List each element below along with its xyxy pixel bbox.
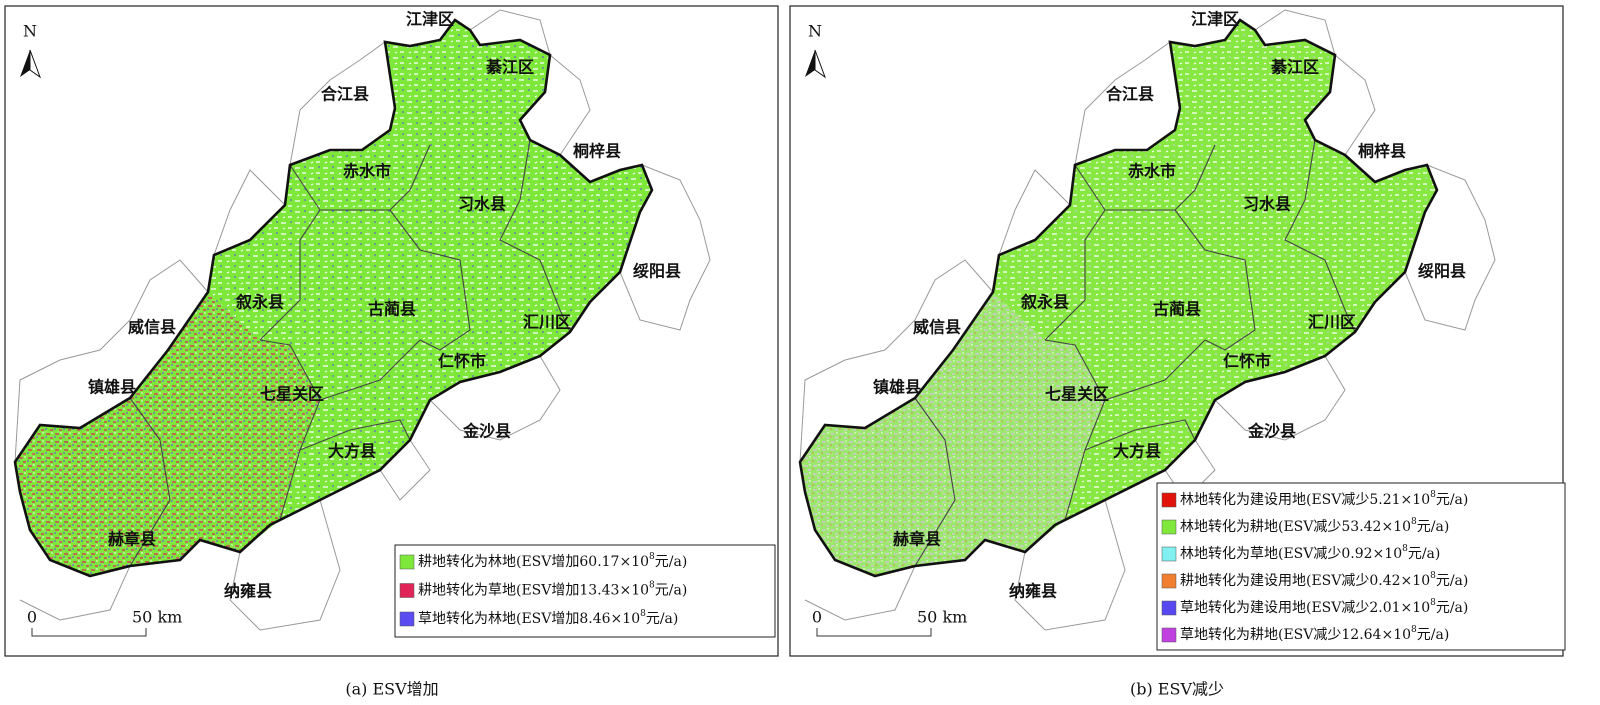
scale-label: 50 km xyxy=(917,608,967,627)
place-label: 合江县 xyxy=(321,85,369,104)
scale-zero: 0 xyxy=(812,608,822,627)
legend-swatch xyxy=(1161,519,1177,535)
legend-text: 草地转化为耕地(ESV减少12.64×108元/a) xyxy=(1180,625,1449,644)
legend-unit: 元/a) xyxy=(655,583,688,599)
place-label: 古蔺县 xyxy=(368,300,416,319)
north-label: N xyxy=(808,22,822,41)
place-label: 习水县 xyxy=(458,195,506,214)
place-label: 江津区 xyxy=(1191,10,1239,29)
place-label: 大方县 xyxy=(328,442,376,461)
scale-label: 50 km xyxy=(132,608,182,627)
legend-exponent: 8 xyxy=(1430,490,1436,500)
legend-box xyxy=(394,544,776,638)
place-label: 纳雍县 xyxy=(1009,582,1057,601)
legend-label: 林地转化为耕地(ESV减少53.42×10 xyxy=(1180,518,1411,535)
legend-swatch xyxy=(1161,573,1177,589)
legend-exponent: 8 xyxy=(1411,625,1417,635)
place-label: 七星关区 xyxy=(260,385,324,404)
legend-exponent: 8 xyxy=(649,580,655,590)
legend-label: 草地转化为耕地(ESV减少12.64×10 xyxy=(1180,626,1411,643)
place-label: 绥阳县 xyxy=(1418,262,1466,281)
place-label: 桐梓县 xyxy=(573,142,621,161)
place-label: 叙永县 xyxy=(1021,293,1069,312)
legend-unit: 元/a) xyxy=(655,554,688,570)
legend-unit: 元/a) xyxy=(1417,627,1450,643)
place-label: 仁怀市 xyxy=(1223,352,1271,371)
legend-swatch xyxy=(399,554,415,570)
legend-exponent: 8 xyxy=(649,552,655,562)
place-label: 叙永县 xyxy=(236,293,284,312)
legend-text: 草地转化为林地(ESV增加8.46×108元/a) xyxy=(418,609,678,628)
scale-bar xyxy=(31,628,147,637)
panel-caption: (a) ESV增加 xyxy=(345,680,438,699)
panel-caption: (b) ESV减少 xyxy=(1130,680,1224,699)
legend-exponent: 8 xyxy=(1430,598,1436,608)
legend-label: 草地转化为建设用地(ESV减少2.01×10 xyxy=(1180,600,1430,616)
place-label: 合江县 xyxy=(1106,85,1154,104)
place-label: 七星关区 xyxy=(1045,385,1109,404)
place-label: 威信县 xyxy=(913,318,961,337)
legend-text: 耕地转化为林地(ESV增加60.17×108元/a) xyxy=(418,552,687,571)
legend-swatch xyxy=(1161,546,1177,562)
place-label: 赤水市 xyxy=(343,162,391,181)
legend-exponent: 8 xyxy=(640,609,646,619)
legend-unit: 元/a) xyxy=(1436,573,1469,589)
place-label: 习水县 xyxy=(1243,195,1291,214)
legend-text: 耕地转化为草地(ESV增加13.43×108元/a) xyxy=(418,580,687,599)
legend-label: 草地转化为林地(ESV增加8.46×10 xyxy=(418,611,640,627)
place-label: 赫章县 xyxy=(108,530,156,549)
place-label: 仁怀市 xyxy=(438,352,486,371)
legend-swatch xyxy=(1161,600,1177,616)
place-label: 汇川区 xyxy=(523,313,571,332)
place-label: 绥阳县 xyxy=(633,262,681,281)
legend-swatch xyxy=(1161,627,1177,643)
legend-text: 耕地转化为建设用地(ESV减少0.42×108元/a) xyxy=(1180,571,1468,590)
legend-text: 林地转化为建设用地(ESV减少5.21×108元/a) xyxy=(1180,490,1468,509)
place-label: 赫章县 xyxy=(893,530,941,549)
place-label: 古蔺县 xyxy=(1153,300,1201,319)
legend-box xyxy=(1156,482,1566,651)
place-label: 汇川区 xyxy=(1308,313,1356,332)
legend-unit: 元/a) xyxy=(1408,546,1441,562)
legend-exponent: 8 xyxy=(1411,517,1417,527)
legend-exponent: 8 xyxy=(1430,571,1436,581)
place-label: 威信县 xyxy=(128,318,176,337)
legend-unit: 元/a) xyxy=(1436,600,1469,616)
legend-unit: 元/a) xyxy=(1436,492,1469,508)
place-label: 赤水市 xyxy=(1128,162,1176,181)
place-label: 镇雄县 xyxy=(88,378,136,397)
legend-unit: 元/a) xyxy=(646,611,679,627)
scale-bar xyxy=(816,628,932,637)
legend-label: 耕地转化为建设用地(ESV减少0.42×10 xyxy=(1180,572,1430,589)
legend-text: 林地转化为草地(ESV减少0.92×108元/a) xyxy=(1180,544,1440,563)
legend-label: 林地转化为建设用地(ESV减少5.21×10 xyxy=(1180,492,1430,508)
scale-zero: 0 xyxy=(27,608,37,627)
place-label: 江津区 xyxy=(406,10,454,29)
legend-swatch xyxy=(399,583,415,598)
legend-label: 耕地转化为林地(ESV增加60.17×10 xyxy=(418,553,649,570)
legend-label: 林地转化为草地(ESV减少0.92×10 xyxy=(1180,546,1402,562)
legend-exponent: 8 xyxy=(1402,544,1408,554)
legend-text: 草地转化为建设用地(ESV减少2.01×108元/a) xyxy=(1180,598,1468,617)
place-label: 桐梓县 xyxy=(1358,142,1406,161)
legend-swatch xyxy=(399,611,415,627)
place-label: 镇雄县 xyxy=(873,378,921,397)
legend-unit: 元/a) xyxy=(1417,519,1450,535)
place-label: 金沙县 xyxy=(462,422,511,441)
place-label: 綦江区 xyxy=(1270,58,1319,77)
legend-label: 耕地转化为草地(ESV增加13.43×10 xyxy=(418,582,649,599)
legend-text: 林地转化为耕地(ESV减少53.42×108元/a) xyxy=(1180,517,1449,536)
legend-swatch xyxy=(1161,492,1177,508)
place-label: 金沙县 xyxy=(1247,422,1296,441)
place-label: 綦江区 xyxy=(485,58,534,77)
place-label: 大方县 xyxy=(1113,442,1161,461)
place-label: 纳雍县 xyxy=(224,582,272,601)
north-label: N xyxy=(23,22,37,41)
